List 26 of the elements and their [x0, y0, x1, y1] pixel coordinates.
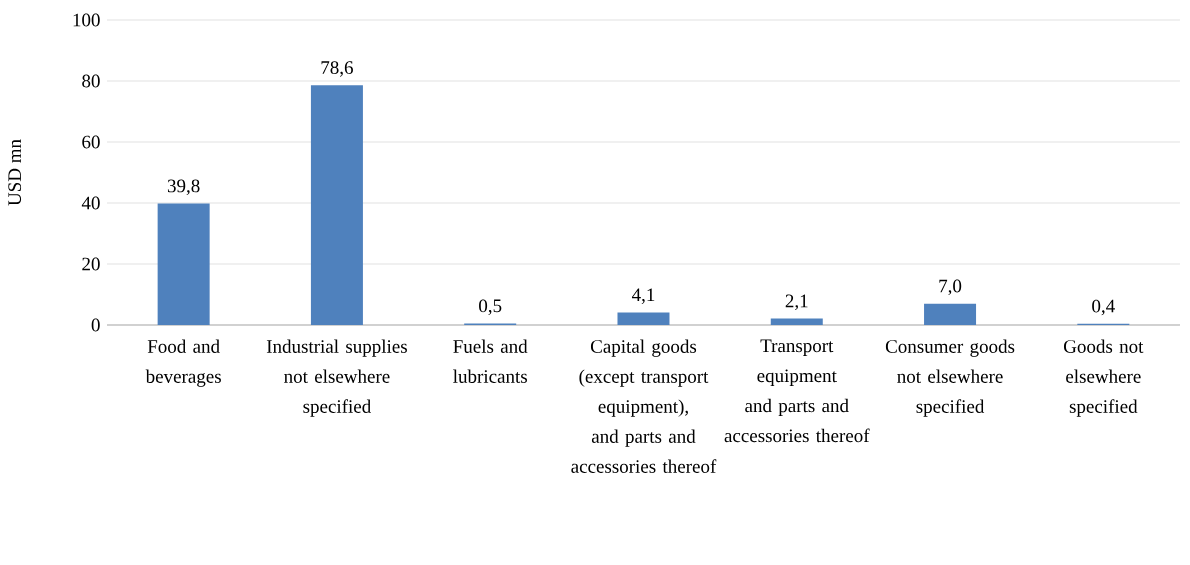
x-tick-label: Capital goods (except transport equipment), and parts and accessories thereof — [571, 339, 717, 473]
x-tick-label: Food and beverages — [145, 339, 221, 387]
x-tick-label: Goods not elsewhere specified — [1064, 339, 1144, 417]
data-label: 7,0 — [939, 279, 962, 296]
data-label: 78,6 — [321, 61, 353, 77]
bar — [157, 203, 210, 325]
x-tick-label: Transport equipment and parts and accessories thereof — [724, 339, 870, 443]
y-axis-title: USD mn — [8, 139, 22, 206]
x-tick-label: Fuels and lubricants — [453, 339, 528, 383]
y-tick-label: 60 — [82, 135, 100, 149]
x-tick-label: Industrial supplies not elsewhere specified — [266, 339, 407, 417]
x-tick-label: Consumer goods not elsewhere specified — [885, 339, 1015, 417]
bar — [310, 85, 363, 325]
y-tick-label: 100 — [73, 13, 100, 27]
data-label: 39,8 — [167, 179, 200, 196]
data-label: 0,4 — [1092, 299, 1115, 316]
bar — [617, 312, 670, 325]
y-tick-label: 0 — [91, 318, 100, 332]
y-tick-label: 20 — [82, 257, 100, 271]
data-label: 4,1 — [631, 288, 655, 304]
y-tick-label: 40 — [81, 196, 100, 210]
y-tick-label: 80 — [82, 74, 100, 88]
data-label: 2,1 — [785, 294, 808, 311]
bar — [770, 318, 823, 325]
bar — [924, 303, 977, 325]
data-label: 0,5 — [479, 299, 502, 315]
